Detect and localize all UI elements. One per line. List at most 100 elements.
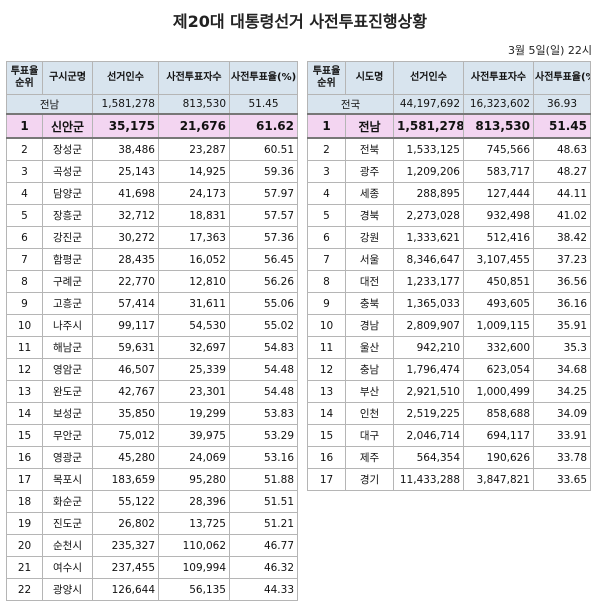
name-cell: 강진군 [42, 226, 93, 249]
rate-cell: 57.97 [229, 182, 298, 205]
name-cell: 경북 [345, 204, 394, 227]
name-cell: 신안군 [42, 113, 93, 139]
rate-cell: 36.93 [533, 94, 591, 115]
rate-cell: 56.45 [229, 248, 298, 271]
table-row: 17 목포시 183,659 95,280 51.88 [6, 468, 298, 491]
table-row: 2 장성군 38,486 23,287 60.51 [6, 137, 298, 161]
district-turnout-table: 투표율 순위 구시군명 선거인수 사전투표자수 사전투표율(%) 전남 1,581… [6, 61, 298, 601]
rank-cell: 14 [6, 402, 43, 425]
table-row: 2 전북 1,533,125 745,566 48.63 [307, 137, 591, 161]
electors-cell: 235,327 [92, 534, 159, 557]
header-rank: 투표율 순위 [6, 61, 43, 95]
electors-cell: 35,175 [92, 113, 159, 139]
voters-cell: 32,697 [158, 336, 230, 359]
table-row: 11 울산 942,210 332,600 35.3 [307, 336, 591, 359]
voters-cell: 19,299 [158, 402, 230, 425]
voters-cell: 95,280 [158, 468, 230, 491]
name-cell: 인천 [345, 402, 394, 425]
rate-cell: 44.33 [229, 578, 298, 601]
table-row: 13 완도군 42,767 23,301 54.48 [6, 380, 298, 403]
rate-cell: 46.32 [229, 556, 298, 579]
report-date: 3월 5일(일) 22시 [507, 44, 592, 57]
rank-cell: 7 [307, 248, 346, 271]
electors-cell: 22,770 [92, 270, 159, 293]
voters-cell: 109,994 [158, 556, 230, 579]
rate-cell: 36.56 [533, 270, 591, 293]
voters-cell: 28,396 [158, 490, 230, 513]
header-province: 시도명 [345, 61, 394, 95]
rank-cell: 9 [307, 292, 346, 315]
rate-cell: 55.06 [229, 292, 298, 315]
electors-cell: 942,210 [393, 336, 464, 359]
voters-cell: 813,530 [158, 94, 230, 115]
rate-cell: 36.16 [533, 292, 591, 315]
name-cell: 부산 [345, 380, 394, 403]
table-row: 1 신안군 35,175 21,676 61.62 [6, 113, 298, 139]
table-header-row: 투표율 순위 시도명 선거인수 사전투표자수 사전투표율(%) [307, 61, 591, 95]
rank-cell: 19 [6, 512, 43, 535]
header-rank: 투표율 순위 [307, 61, 346, 95]
rate-cell: 48.63 [533, 137, 591, 161]
name-cell: 강원 [345, 226, 394, 249]
name-cell: 전북 [345, 137, 394, 161]
electors-cell: 28,435 [92, 248, 159, 271]
rate-cell: 60.51 [229, 137, 298, 161]
electors-cell: 1,209,206 [393, 160, 464, 183]
voters-cell: 16,052 [158, 248, 230, 271]
header-early-rate: 사전투표율(%) [533, 61, 591, 95]
table-row: 6 강진군 30,272 17,363 57.36 [6, 226, 298, 249]
rate-cell: 54.48 [229, 358, 298, 381]
electors-cell: 75,012 [92, 424, 159, 447]
voters-cell: 583,717 [463, 160, 534, 183]
voters-cell: 623,054 [463, 358, 534, 381]
electors-cell: 2,921,510 [393, 380, 464, 403]
rank-cell: 8 [307, 270, 346, 293]
rate-cell: 51.88 [229, 468, 298, 491]
electors-cell: 183,659 [92, 468, 159, 491]
rate-cell: 55.02 [229, 314, 298, 337]
voters-cell: 813,530 [463, 113, 534, 139]
table-row: 15 대구 2,046,714 694,117 33.91 [307, 424, 591, 447]
rate-cell: 35.3 [533, 336, 591, 359]
name-cell: 담양군 [42, 182, 93, 205]
voters-cell: 18,831 [158, 204, 230, 227]
table-row: 12 충남 1,796,474 623,054 34.68 [307, 358, 591, 381]
rank-cell: 16 [6, 446, 43, 469]
name-cell: 광주 [345, 160, 394, 183]
electors-cell: 564,354 [393, 446, 464, 469]
table-row: 5 경북 2,273,028 932,498 41.02 [307, 204, 591, 227]
voters-cell: 127,444 [463, 182, 534, 205]
header-early-voters: 사전투표자수 [158, 61, 230, 95]
electors-cell: 26,802 [92, 512, 159, 535]
rank-cell: 11 [307, 336, 346, 359]
rate-cell: 51.45 [533, 113, 591, 139]
electors-cell: 42,767 [92, 380, 159, 403]
name-cell: 구례군 [42, 270, 93, 293]
rank-cell: 2 [307, 137, 346, 161]
table-row: 10 경남 2,809,907 1,009,115 35.91 [307, 314, 591, 337]
voters-cell: 25,339 [158, 358, 230, 381]
rate-cell: 33.65 [533, 468, 591, 491]
voters-cell: 12,810 [158, 270, 230, 293]
rank-cell: 4 [6, 182, 43, 205]
voters-cell: 450,851 [463, 270, 534, 293]
table-row: 16 영광군 45,280 24,069 53.16 [6, 446, 298, 469]
rate-cell: 33.78 [533, 446, 591, 469]
table-row: 22 광양시 126,644 56,135 44.33 [6, 578, 298, 601]
name-cell: 무안군 [42, 424, 93, 447]
name-cell: 완도군 [42, 380, 93, 403]
rank-cell: 9 [6, 292, 43, 315]
rank-cell: 21 [6, 556, 43, 579]
electors-cell: 1,533,125 [393, 137, 464, 161]
table-row: 21 여수시 237,455 109,994 46.32 [6, 556, 298, 579]
electors-cell: 35,850 [92, 402, 159, 425]
electors-cell: 126,644 [92, 578, 159, 601]
rate-cell: 35.91 [533, 314, 591, 337]
name-cell: 충북 [345, 292, 394, 315]
rank-cell: 8 [6, 270, 43, 293]
rank-cell: 15 [6, 424, 43, 447]
table-row: 7 함평군 28,435 16,052 56.45 [6, 248, 298, 271]
rank-cell: 6 [6, 226, 43, 249]
table-row: 7 서울 8,346,647 3,107,455 37.23 [307, 248, 591, 271]
table-row: 14 인천 2,519,225 858,688 34.09 [307, 402, 591, 425]
